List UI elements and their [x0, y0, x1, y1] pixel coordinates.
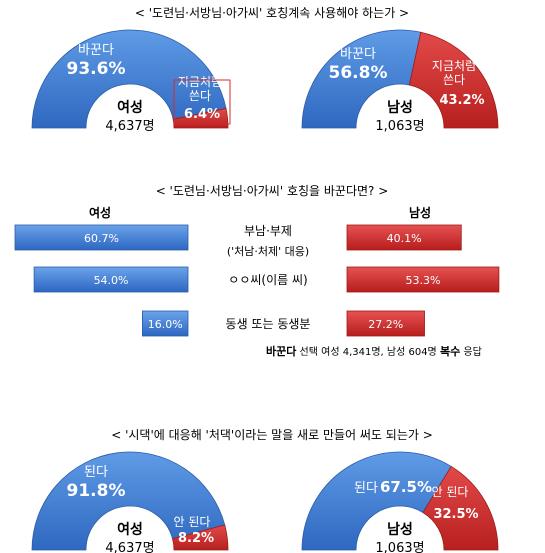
donut-gender-label: 여성	[117, 521, 143, 538]
donut-gender-label: 남성	[387, 521, 413, 538]
slice-a-value: 56.8%	[329, 63, 388, 83]
slice-b-value: 8.2%	[178, 531, 214, 546]
bar-female	[14, 224, 189, 251]
donut-slice-b	[172, 107, 229, 129]
slice-b-label: 안 된다	[174, 515, 211, 529]
diverging-bar-chart: 60.7% 40.1% 부남·부제 ('처남·처제' 대응) 54.0% 53.3% ㅇㅇ씨…	[14, 224, 500, 337]
footnote-bold2: 복수	[440, 344, 460, 358]
donut-slice-a	[301, 451, 452, 551]
donut-count-label: 1,063명	[375, 119, 424, 134]
donut-chart-male-new-word: 남성 1,063명 된다 67.5% 안 된다 32.5%	[301, 451, 499, 553]
slice-a-label: 된다	[354, 481, 378, 496]
section2-title: < '도련님·서방님·아가씨' 호칭을 바꾼다면? >	[156, 184, 389, 198]
category-label: ㅇㅇ씨(이름 씨)	[228, 273, 307, 287]
bar-male-label: 40.1%	[387, 232, 422, 245]
footnote: 바꾼다 선택 여성 4,341명, 남성 604명 복수 응답	[266, 344, 482, 358]
donut-slice-b	[422, 465, 499, 551]
donut-count-label: 4,637명	[105, 119, 154, 134]
slice-a-label: 된다	[84, 465, 108, 480]
footnote-end: 응답	[460, 346, 482, 358]
slice-b-value: 32.5%	[433, 507, 478, 522]
bar-female-label: 16.0%	[148, 318, 183, 331]
slice-b-label-2: 쓴다	[443, 73, 465, 87]
donut-slice-a	[31, 451, 226, 551]
section1-title: < '도련님·서방님·아가씨' 호칭계속 사용해야 하는가 >	[135, 6, 409, 20]
slice-a-value: 91.8%	[67, 481, 126, 501]
bar-female	[141, 310, 189, 337]
bar-female-label: 54.0%	[94, 274, 129, 287]
bar-male	[346, 224, 462, 251]
slice-a-label: 바꾼다	[340, 47, 376, 62]
slice-b-label: 지금처럼	[432, 59, 476, 73]
slice-b-label: 지금처럼	[178, 75, 222, 89]
slice-a-value: 67.5%	[380, 478, 432, 496]
category-label: 부남·부제	[244, 224, 292, 238]
donut-gender-label: 남성	[387, 99, 413, 116]
donut-slice-b	[172, 524, 229, 551]
bar-female	[33, 266, 189, 293]
female-header: 여성	[89, 205, 111, 220]
callout-box	[173, 79, 231, 125]
footnote-bold: 바꾼다	[266, 344, 297, 358]
donut-gender-label: 여성	[117, 99, 143, 116]
bar-female-label: 60.7%	[84, 232, 119, 245]
slice-b-value: 43.2%	[439, 93, 484, 108]
donut-slice-a	[31, 29, 227, 129]
slice-b-label: 안 된다	[432, 485, 469, 499]
bar-male	[346, 310, 425, 337]
slice-a-value: 93.6%	[67, 59, 126, 79]
slice-b-value: 6.4%	[184, 107, 220, 122]
male-header: 남성	[409, 205, 431, 220]
donut-slice-b	[408, 31, 499, 129]
donut-count-label: 1,063명	[375, 541, 424, 553]
category-sublabel: ('처남·처제' 대응)	[227, 245, 309, 258]
bar-male	[346, 266, 500, 293]
slice-a-label: 바꾼다	[78, 43, 114, 58]
bar-male-label: 53.3%	[405, 274, 440, 287]
donut-count-label: 4,637명	[105, 541, 154, 553]
footnote-middle: 선택 여성 4,341명, 남성 604명	[296, 346, 440, 358]
bar-male-label: 27.2%	[368, 318, 403, 331]
donut-slice-a	[301, 29, 422, 129]
slice-b-label-2: 쓴다	[189, 89, 211, 103]
section3-title: < '시댁'에 대응해 '처댁'이라는 말을 새로 만들어 써도 되는가 >	[111, 428, 433, 442]
category-label: 동생 또는 동생분	[226, 317, 311, 331]
